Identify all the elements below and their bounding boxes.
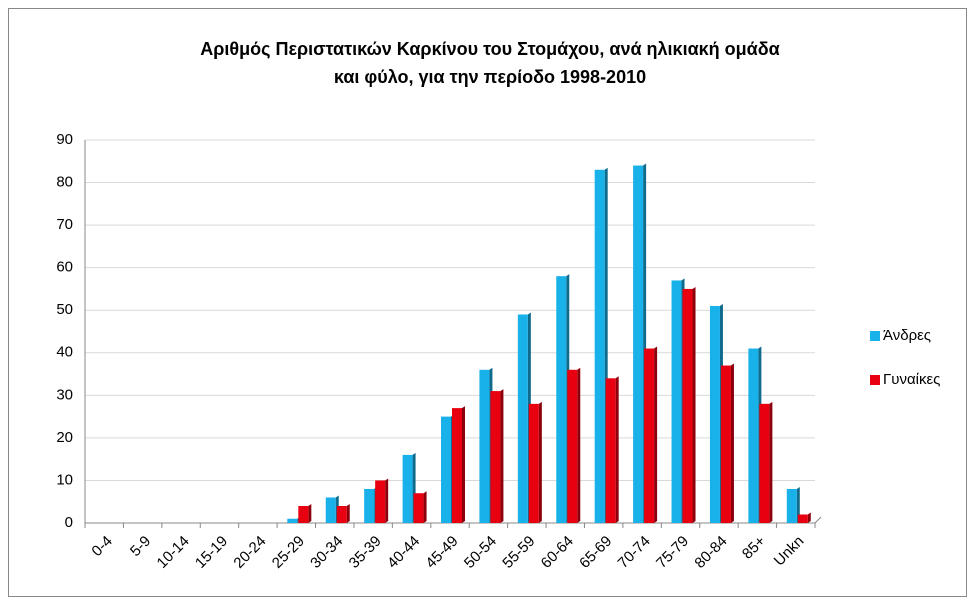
- y-tick-label: 50: [56, 301, 73, 318]
- bar: [671, 280, 682, 523]
- bar: [567, 369, 578, 523]
- bar: [720, 365, 731, 523]
- y-tick-label: 20: [56, 429, 73, 446]
- bar: [490, 391, 501, 523]
- bar: [797, 514, 808, 523]
- bar: [556, 276, 567, 523]
- y-tick-label: 90: [56, 131, 73, 148]
- y-tick-label: 10: [56, 471, 73, 488]
- legend-label: Άνδρες: [883, 327, 931, 344]
- bar-side: [385, 478, 389, 523]
- y-tick-label: 80: [56, 174, 73, 191]
- bar-side: [769, 401, 773, 523]
- bar-side: [538, 401, 542, 523]
- bar: [594, 169, 605, 524]
- bar: [325, 497, 336, 523]
- y-tick-label: 70: [56, 216, 73, 233]
- bar: [375, 480, 386, 523]
- bar: [709, 305, 720, 523]
- bar: [298, 505, 309, 523]
- bar-side: [346, 503, 350, 523]
- bar: [364, 488, 375, 523]
- legend-swatch: [870, 331, 880, 341]
- bar: [402, 454, 413, 523]
- bar: [479, 369, 490, 523]
- bar: [413, 493, 424, 523]
- chart-title: και φύλο, για την περίοδο 1998-2010: [334, 67, 646, 87]
- y-tick-label: 30: [56, 386, 73, 403]
- bar: [517, 314, 528, 523]
- y-tick-label: 40: [56, 344, 73, 361]
- bar-side: [692, 286, 696, 523]
- bar-side: [423, 491, 427, 523]
- bar: [748, 348, 759, 523]
- legend-swatch: [870, 375, 880, 385]
- legend-label: Γυναίκες: [883, 371, 940, 388]
- bar: [287, 518, 298, 523]
- y-tick-label: 60: [56, 259, 73, 276]
- bar-side: [308, 503, 312, 523]
- bar: [633, 165, 644, 524]
- bar-side: [577, 367, 581, 523]
- chart-title: Αριθμός Περιστατικών Καρκίνου του Στομάχ…: [200, 39, 779, 59]
- bar-side: [730, 363, 734, 523]
- bar: [759, 403, 770, 523]
- bar-side: [796, 486, 800, 523]
- bar: [441, 416, 451, 523]
- bar: [644, 348, 655, 523]
- bar: [452, 408, 462, 523]
- bar: [336, 505, 347, 523]
- bar: [605, 378, 616, 523]
- bar: [528, 403, 539, 523]
- bar-side: [807, 512, 811, 523]
- bar-side: [500, 389, 504, 523]
- bar: [682, 288, 693, 523]
- bar-side: [462, 406, 465, 523]
- bar-side: [654, 346, 658, 523]
- y-tick-label: 0: [65, 514, 73, 531]
- bar-side: [615, 376, 619, 523]
- bar: [786, 488, 797, 523]
